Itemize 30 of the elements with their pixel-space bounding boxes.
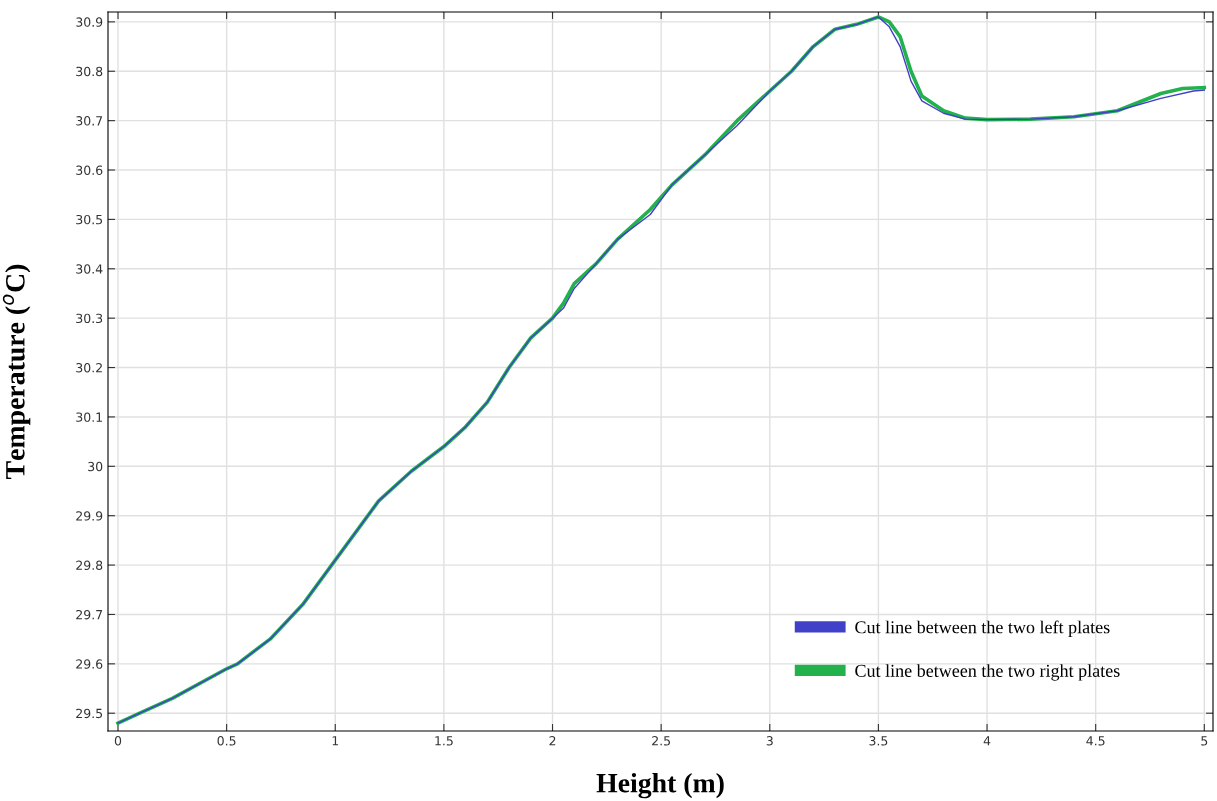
y-tick-label: 30.2 bbox=[76, 363, 102, 373]
y-axis-title: Temperature ($^{o}$C) bbox=[2, 264, 31, 479]
x-tick-label: 2.5 bbox=[652, 736, 670, 746]
legend-label: Cut line between the two right plates bbox=[855, 664, 1120, 681]
y-tick-label: 29.7 bbox=[76, 609, 103, 620]
x-tick-label: 3.5 bbox=[869, 736, 888, 746]
y-tick-label: 30 bbox=[88, 461, 103, 472]
y-tick-label: 30.9 bbox=[76, 17, 103, 27]
x-tick-label: 2 bbox=[549, 736, 556, 746]
y-tick-label: 30.8 bbox=[76, 66, 103, 77]
y-tick-label: 30.1 bbox=[76, 412, 102, 422]
x-tick-label: 1.5 bbox=[435, 736, 453, 746]
x-tick-label: 4.5 bbox=[1086, 736, 1105, 746]
y-tick-label: 30.6 bbox=[76, 165, 103, 175]
y-tick-label: 29.8 bbox=[76, 560, 103, 570]
y-tick-label: 30.3 bbox=[76, 313, 103, 324]
x-tick-label: 0 bbox=[114, 736, 122, 746]
x-tick-label: 1 bbox=[332, 736, 339, 746]
y-tick-label: 29.5 bbox=[76, 708, 103, 719]
x-tick-label: 4 bbox=[983, 736, 991, 746]
x-tick-label: 3 bbox=[766, 736, 773, 746]
x-tick-label: 0.5 bbox=[217, 736, 236, 746]
y-tick-label: 29.9 bbox=[76, 511, 103, 521]
y-tick-label: 30.5 bbox=[76, 214, 103, 225]
x-axis-title: Height (m) bbox=[596, 772, 724, 799]
legend-label: Cut line between the two left plates bbox=[855, 620, 1110, 638]
y-tick-label: 30.7 bbox=[76, 116, 103, 126]
y-tick-label: 29.6 bbox=[76, 659, 103, 669]
x-tick-label: 5 bbox=[1201, 736, 1208, 746]
y-tick-label: 30.4 bbox=[76, 264, 103, 274]
